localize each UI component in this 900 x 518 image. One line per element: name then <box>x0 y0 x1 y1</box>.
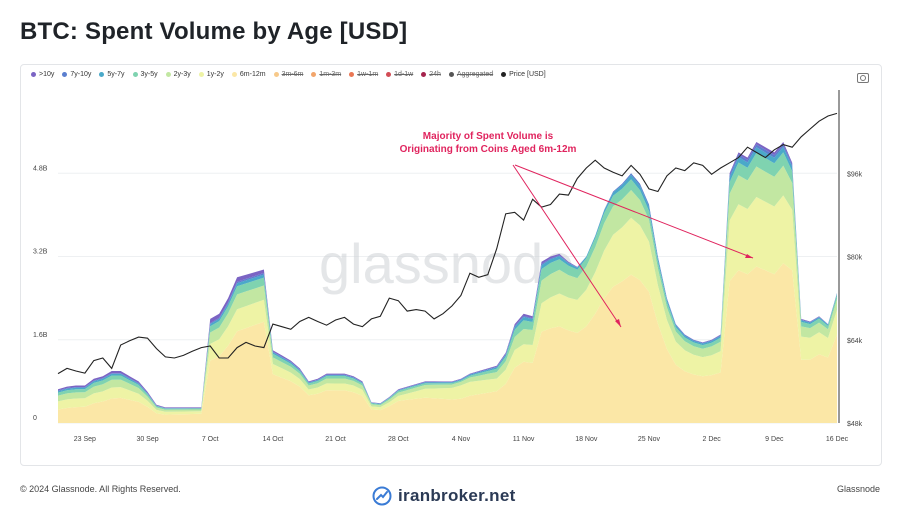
axis-layer: 0 1.6B 3.2B 4.8B $48k $64k $80k $96k 23 Sep 30 Se… <box>33 90 863 443</box>
area-layer <box>58 142 837 423</box>
legend-dot-icon <box>311 72 317 77</box>
legend-item[interactable]: >10y <box>31 71 54 78</box>
chart-card: >10y 7y-10y 5y-7y 3y-5y 2y-3y 1y-2y 6m-12m 3m-6… <box>20 64 882 466</box>
y-left-tick-label: 0 <box>33 415 37 422</box>
annotation-arrowhead-2 <box>745 254 753 258</box>
legend-item[interactable]: 3m-6m <box>273 71 304 78</box>
legend-item[interactable]: 3y-5y <box>132 71 158 78</box>
legend-label: 3m-6m <box>281 71 304 78</box>
legend-label: 5y-7y <box>107 71 125 78</box>
legend-dot-icon <box>132 72 138 77</box>
legend-dot-icon <box>386 72 392 77</box>
legend-label: 1d-1w <box>394 71 414 78</box>
legend-dot-icon <box>231 72 237 77</box>
legend-label: Price [USD] <box>509 71 546 78</box>
x-tick-label: 14 Oct <box>263 436 284 443</box>
legend-dot-icon <box>62 72 68 77</box>
x-tick-label: 21 Oct <box>325 436 346 443</box>
legend-label: 3y-5y <box>140 71 158 78</box>
footer-copyright: © 2024 Glassnode. All Rights Reserved. <box>20 484 181 494</box>
legend-dot-icon <box>448 72 454 77</box>
area-series-6m-12m <box>58 263 837 423</box>
legend-label: 1y-2y <box>206 71 224 78</box>
legend-label: 24h <box>429 71 441 78</box>
legend-dot-icon <box>501 72 507 77</box>
price-layer <box>57 112 838 375</box>
legend-item[interactable]: 6m-12m <box>231 71 266 78</box>
y-right-tick-label: $48k <box>847 421 863 428</box>
legend-item[interactable]: 1w-1m <box>349 71 378 78</box>
x-tick-label: 18 Nov <box>575 436 598 443</box>
legend-item[interactable]: Price [USD] <box>501 71 546 78</box>
legend-dot-icon <box>273 72 279 77</box>
legend-item[interactable]: 5y-7y <box>99 71 125 78</box>
annotation-arrowhead-1 <box>615 319 621 327</box>
brand-text: iranbroker.net <box>398 486 516 505</box>
chart-svg: glassnode 0 1.6B 3.2B 4.8B $48k $64k $80k $96k 2… <box>33 90 863 443</box>
legend-item[interactable]: 1m-3m <box>311 71 341 78</box>
legend-item[interactable]: Aggregated <box>448 71 494 78</box>
legend-item[interactable]: 7y-10y <box>62 71 91 78</box>
legend-dot-icon <box>99 72 105 77</box>
area-series-1y-2y <box>58 195 837 415</box>
legend-label: 1w-1m <box>357 71 379 78</box>
chart-legend: >10y 7y-10y 5y-7y 3y-5y 2y-3y 1y-2y 6m-12m 3m-6… <box>31 71 841 78</box>
legend-item[interactable]: 1d-1w <box>386 71 413 78</box>
legend-dot-icon <box>165 72 171 77</box>
x-tick-label: 23 Sep <box>74 436 96 443</box>
y-right-tick-label: $96k <box>847 171 863 178</box>
legend-label: 6m-12m <box>239 71 266 78</box>
price-line <box>57 112 838 375</box>
x-tick-label: 16 Dec <box>826 436 849 443</box>
legend-dot-icon <box>31 72 36 77</box>
annotation-arrow-2 <box>514 164 754 259</box>
x-tick-label: 4 Nov <box>452 436 471 443</box>
annotation-arrow-1 <box>512 164 622 328</box>
legend-label: Aggregated <box>456 71 494 78</box>
legend-dot-icon <box>349 72 355 77</box>
legend-dot-icon <box>421 72 427 77</box>
x-tick-label: 11 Nov <box>513 436 535 443</box>
camera-icon[interactable] <box>857 73 869 83</box>
legend-item[interactable]: 24h <box>421 71 441 78</box>
brand-icon <box>372 486 392 506</box>
x-tick-label: 9 Dec <box>765 436 784 443</box>
area-series--10y <box>58 142 837 408</box>
annotation-line-2: Originating from Coins Aged 6m-12m <box>400 144 577 155</box>
brand-logo[interactable]: iranbroker.net <box>372 486 516 506</box>
y-left-tick-label: 3.2B <box>33 249 48 256</box>
area-series-3y-5y <box>58 152 837 410</box>
y-left-tick-label: 1.6B <box>33 332 48 339</box>
y-right-tick-label: $80k <box>847 255 863 262</box>
page-title: BTC: Spent Volume by Age [USD] <box>20 18 408 45</box>
footer-source: Glassnode <box>836 484 880 494</box>
legend-item[interactable]: 2y-3y <box>165 71 191 78</box>
annotation-layer: Majority of Spent Volume is Originating … <box>400 131 754 328</box>
y-right-tick-label: $64k <box>847 338 863 345</box>
area-series-7y-10y <box>58 144 837 409</box>
x-tick-label: 28 Oct <box>388 436 409 443</box>
x-tick-label: 2 Dec <box>702 436 721 443</box>
area-series-2y-3y <box>58 165 837 412</box>
x-tick-label: 25 Nov <box>638 436 661 443</box>
legend-label: 2y-3y <box>173 71 191 78</box>
annotation-line-1: Majority of Spent Volume is <box>423 131 554 142</box>
legend-label: >10y <box>39 71 55 78</box>
legend-item[interactable]: 1y-2y <box>198 71 224 78</box>
x-tick-label: 30 Sep <box>136 436 158 443</box>
legend-dot-icon <box>198 72 204 77</box>
watermark: glassnode <box>319 232 574 295</box>
legend-label: 7y-10y <box>70 71 92 78</box>
x-tick-label: 7 Oct <box>202 436 219 443</box>
legend-label: 1m-3m <box>319 71 342 78</box>
y-left-tick-label: 4.8B <box>33 165 48 172</box>
area-series-5y-7y <box>58 146 837 409</box>
